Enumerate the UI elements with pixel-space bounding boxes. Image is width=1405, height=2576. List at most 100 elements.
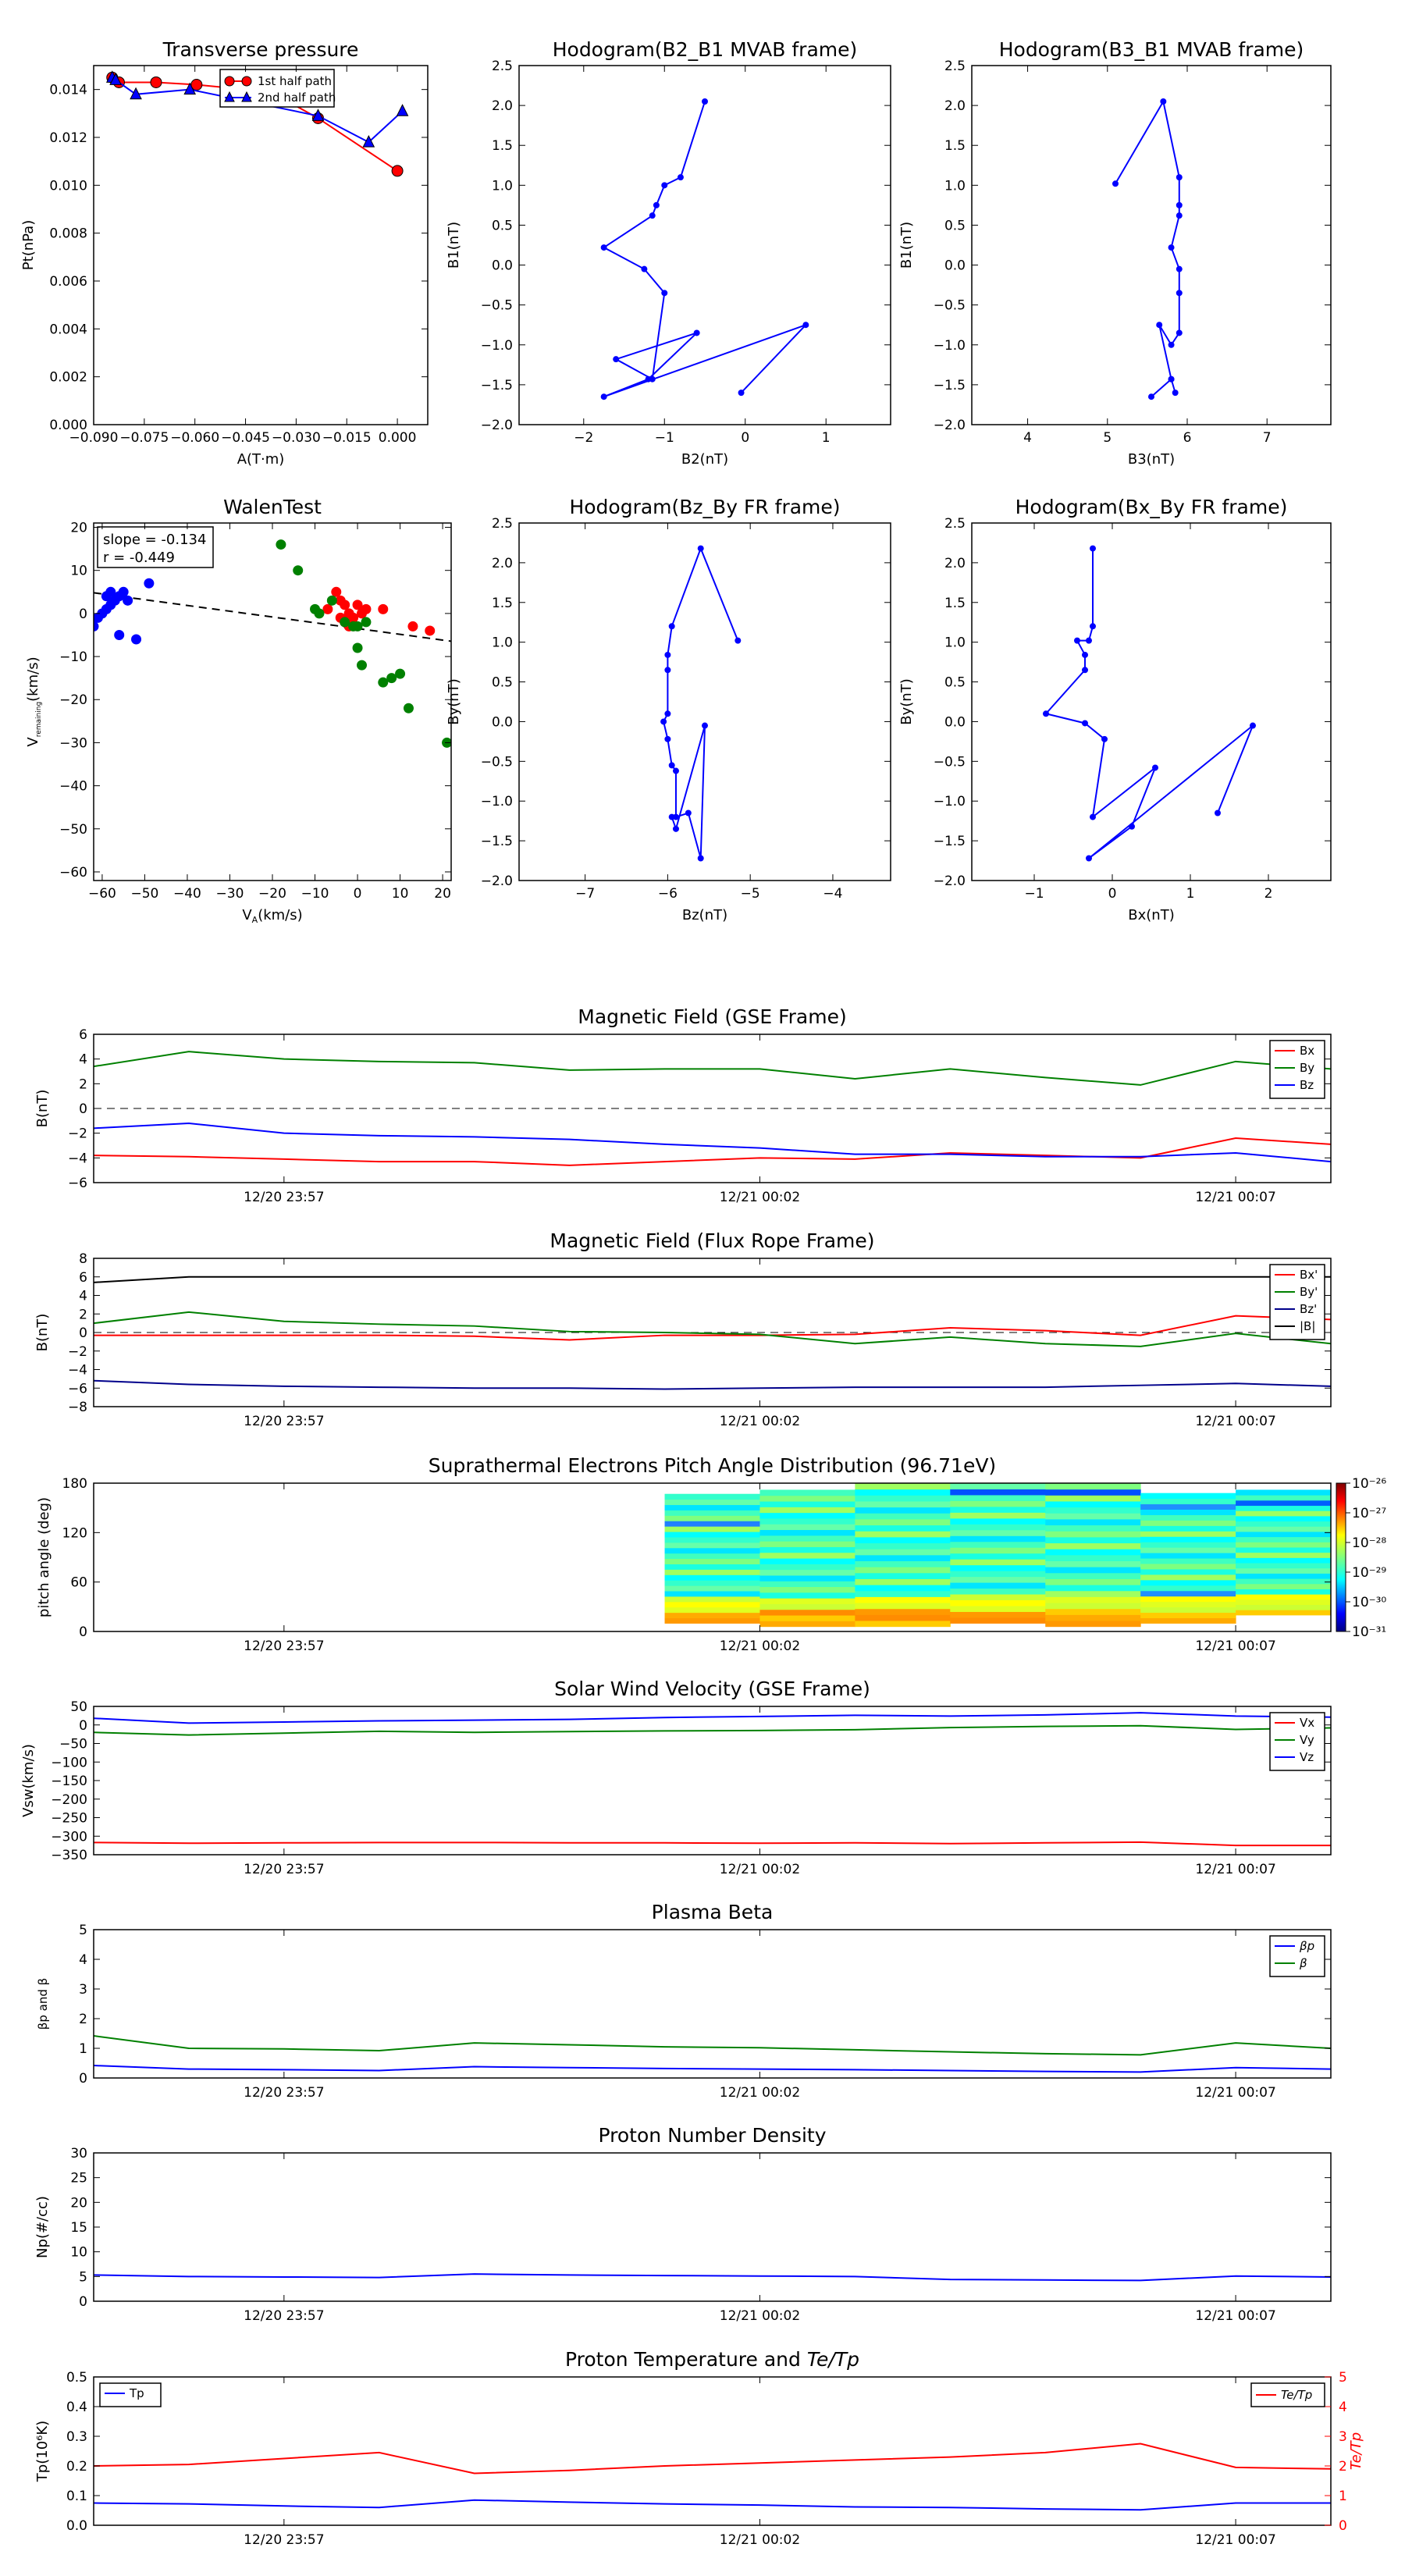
heatmap-cell xyxy=(664,1601,760,1608)
x-tick-label: 12/21 00:02 xyxy=(720,1190,800,1205)
heatmap-cell xyxy=(950,1483,1046,1489)
data-point xyxy=(1172,390,1179,397)
data-point xyxy=(1074,637,1080,644)
data-point xyxy=(668,813,675,820)
heatmap-cell xyxy=(759,1512,855,1519)
heatmap-cell xyxy=(664,1526,760,1532)
colorbar-label: 10⁻³¹ xyxy=(1352,1624,1386,1640)
data-point xyxy=(1082,651,1088,658)
x-tick-label: 12/20 23:57 xyxy=(244,1862,324,1877)
heatmap-cell xyxy=(1045,1513,1141,1520)
panel-np: Proton Number Density 12/20 23:57 12/21 00… xyxy=(34,2124,1332,2324)
heatmap-cell xyxy=(950,1582,1046,1589)
heatmap-cell xyxy=(1140,1493,1236,1500)
y-tick-label: −250 xyxy=(51,1811,87,1827)
colorbar-label: 10⁻²⁶ xyxy=(1352,1476,1386,1492)
heatmap-cell xyxy=(1236,1495,1331,1501)
y-axis-label: B(nT) xyxy=(34,1090,51,1128)
y-tick-label: 0 xyxy=(79,1101,87,1117)
heatmap-cell xyxy=(1236,1583,1331,1589)
y-tick-label: 0 xyxy=(79,1624,87,1640)
scatter-point xyxy=(276,539,286,550)
heatmap-cell xyxy=(759,1609,855,1616)
marker-triangle xyxy=(109,73,122,85)
legend: Tp xyxy=(99,2382,162,2407)
heatmap-cell xyxy=(759,1598,855,1604)
y-axis-label: By(nT) xyxy=(446,678,462,724)
y-axis-label: B1(nT) xyxy=(898,222,915,269)
plot-area xyxy=(105,70,409,177)
heatmap-cell xyxy=(1236,1589,1331,1595)
heatmap-cell xyxy=(855,1531,951,1538)
scatter-point xyxy=(114,629,125,640)
y-tick-label: 1.5 xyxy=(944,138,966,154)
plot-area xyxy=(94,1712,1331,1847)
legend-label: Tp xyxy=(129,2386,144,2400)
scatter-point xyxy=(340,617,350,628)
panel-mf: Magnetic Field (GSE Frame) 12/20 23:57 12/… xyxy=(34,1005,1332,1205)
x-tick-label: −0.015 xyxy=(322,430,372,446)
scatter-point xyxy=(361,617,372,628)
x-tick-label: −6 xyxy=(658,886,678,902)
y2-tick-label: 0 xyxy=(1339,2518,1347,2534)
y-tick-label: −40 xyxy=(59,779,87,795)
legend-right: Te/Tp xyxy=(1250,2382,1325,2407)
data-point xyxy=(1129,823,1135,830)
legend-label: 1st half path xyxy=(258,74,332,88)
heatmap-cell xyxy=(855,1483,951,1490)
axes-frame xyxy=(93,65,429,425)
heatmap-cell xyxy=(1140,1606,1236,1614)
y-tick-label: 50 xyxy=(70,1699,87,1715)
heatmap-cell xyxy=(1140,1498,1236,1505)
axes-frame xyxy=(93,1706,1332,1856)
data-point xyxy=(1090,545,1096,552)
heatmap-cell xyxy=(759,1586,855,1593)
y-tick-label: −4 xyxy=(68,1151,87,1166)
heatmap-cell xyxy=(1140,1520,1236,1526)
y-tick-label: −2.0 xyxy=(934,418,966,433)
heatmap-cell xyxy=(1236,1567,1331,1574)
data-point xyxy=(1176,212,1183,219)
heatmap-cell xyxy=(950,1541,1046,1548)
y-tick-label: 1.5 xyxy=(492,596,513,611)
x-tick-label: 4 xyxy=(1023,430,1032,446)
heatmap-cell xyxy=(855,1572,951,1579)
y-tick-label: −100 xyxy=(51,1755,87,1770)
y-axis-label: βp and β xyxy=(36,1978,50,2030)
x-tick-label: 12/21 00:02 xyxy=(720,2532,800,2548)
marker-triangle xyxy=(311,109,325,121)
y-tick-label: −150 xyxy=(51,1774,87,1789)
heatmap-cell xyxy=(1045,1542,1141,1550)
y-tick-label: 1 xyxy=(79,2041,87,2057)
heatmap-cell xyxy=(759,1552,855,1559)
legend-label: 2nd half path xyxy=(258,91,336,105)
y-tick-label: −1.0 xyxy=(934,794,966,809)
x-tick-label: 0.000 xyxy=(379,430,417,446)
panel-h2: Hodogram(B3_B1 MVAB frame) 4 5 6 7 −2.0 −1.5 −1… xyxy=(898,38,1332,468)
heatmap-cell xyxy=(1045,1518,1141,1526)
plot-area xyxy=(660,545,742,862)
scatter-point xyxy=(101,591,112,602)
scatter-point xyxy=(123,595,133,606)
y-tick-label: 4 xyxy=(79,1289,87,1304)
axes-frame xyxy=(93,1929,1332,2079)
plot-area xyxy=(94,1051,1331,1166)
x-tick-label: 12/21 00:02 xyxy=(720,2085,800,2101)
heatmap-cell xyxy=(1045,1614,1141,1621)
heatmap-cell xyxy=(1140,1525,1236,1532)
y-tick-label: 15 xyxy=(70,2220,87,2236)
marker-triangle xyxy=(130,87,142,100)
heatmap-cell xyxy=(759,1564,855,1571)
legend: βp β xyxy=(1269,1935,1325,1977)
heatmap-cell xyxy=(1140,1579,1236,1586)
series-line xyxy=(94,1841,1331,1847)
heatmap-cell xyxy=(759,1558,855,1564)
panel-title: Proton Temperature and Te/Tp xyxy=(565,2348,859,2371)
y2-axis-label: Te/Tp xyxy=(1348,2432,1364,2470)
y-tick-label: 0.008 xyxy=(49,226,87,242)
heatmap-cell xyxy=(950,1517,1046,1525)
legend-label: β xyxy=(1299,1956,1307,1970)
data-point xyxy=(1168,341,1175,348)
y-tick-label: −0.5 xyxy=(934,754,966,770)
heatmap-cell xyxy=(1236,1552,1331,1558)
